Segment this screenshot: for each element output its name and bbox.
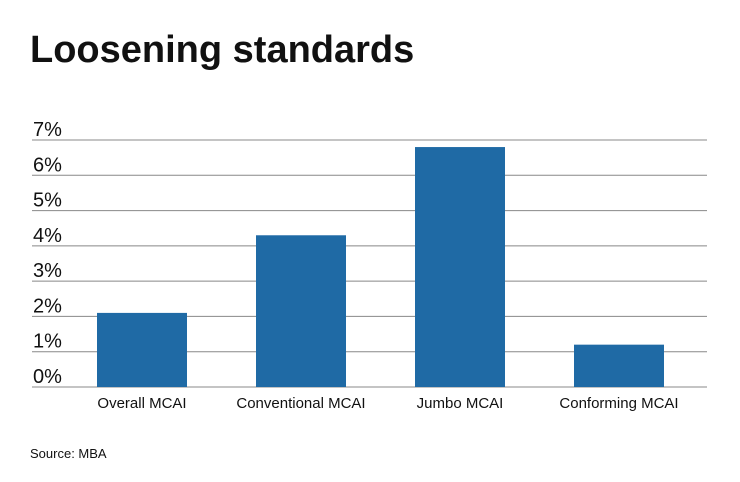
- bar: [256, 235, 346, 387]
- y-tick-label: 0%: [33, 366, 62, 388]
- bar: [574, 344, 664, 387]
- chart-title: Loosening standards: [30, 29, 414, 71]
- y-tick-label: 7%: [33, 119, 62, 141]
- y-tick-label: 3%: [33, 260, 62, 282]
- y-tick-label: 5%: [33, 190, 62, 212]
- y-tick-label: 2%: [33, 295, 62, 317]
- x-tick-label: Overall MCAI: [97, 395, 186, 412]
- x-tick-label: Conventional MCAI: [236, 395, 365, 412]
- bar: [415, 147, 505, 387]
- x-tick-label: Jumbo MCAI: [417, 395, 504, 412]
- y-tick-label: 4%: [33, 225, 62, 247]
- bar: [97, 312, 187, 387]
- source-note: Source: MBA: [30, 446, 107, 461]
- x-tick-label: Conforming MCAI: [559, 395, 678, 412]
- y-tick-label: 1%: [33, 331, 62, 353]
- y-tick-label: 6%: [33, 154, 62, 176]
